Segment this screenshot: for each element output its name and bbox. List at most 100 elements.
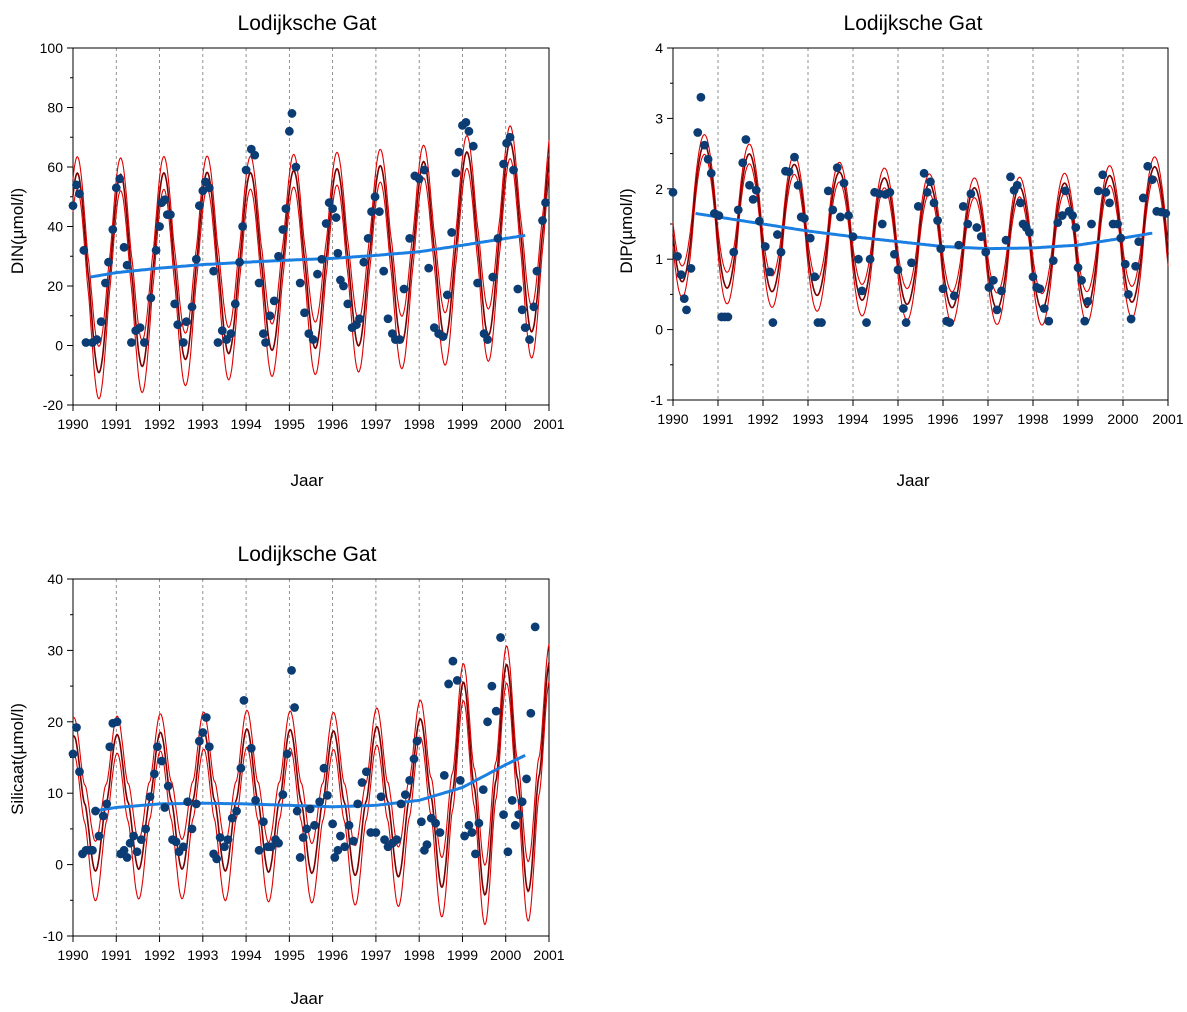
chart-panel-dip: Lodijksche Gat DIP(µmol/l) Jaar -1 0 1 2 3 4 1…: [617, 12, 1184, 490]
data-point: [499, 810, 508, 820]
data-point: [810, 272, 820, 282]
data-point: [187, 824, 197, 834]
data-point: [379, 266, 389, 276]
data-point: [963, 219, 973, 229]
x-tick-label: 1996: [317, 416, 348, 432]
data-point: [380, 835, 389, 845]
data-point: [733, 205, 743, 215]
data-point: [343, 299, 353, 309]
model-line: [672, 143, 1169, 311]
data-point: [424, 263, 434, 273]
data-point: [81, 338, 91, 347]
data-point: [132, 847, 142, 857]
data-point: [1006, 172, 1015, 182]
data-point: [98, 811, 108, 821]
data-point: [178, 338, 188, 347]
data-point: [353, 799, 363, 809]
y-tick-label: 1: [655, 251, 663, 267]
data-point: [464, 126, 474, 136]
data-point: [520, 323, 530, 333]
data-point: [331, 213, 341, 222]
data-point: [102, 799, 112, 809]
y-tick-label: -20: [43, 397, 63, 413]
data-point: [676, 270, 686, 280]
data-point: [1068, 211, 1077, 220]
data-point: [140, 338, 149, 347]
data-point: [183, 797, 193, 807]
data-point: [254, 845, 264, 855]
y-tick-label: -10: [43, 928, 63, 944]
x-tick-label: 1991: [702, 411, 733, 427]
data-point: [668, 187, 678, 197]
data-point: [265, 311, 275, 321]
data-point: [773, 230, 782, 239]
data-point: [136, 835, 146, 845]
x-tick-label: 2000: [1107, 411, 1138, 427]
y-tick-label: 60: [47, 159, 63, 175]
x-tick-label: 1992: [144, 416, 175, 432]
x-tick-label: 1992: [144, 947, 175, 963]
data-point: [828, 205, 838, 215]
data-point: [416, 817, 426, 827]
data-point: [226, 329, 236, 338]
data-point: [75, 189, 84, 199]
x-tick-label: 1995: [274, 416, 305, 432]
data-point: [235, 257, 245, 267]
data-point: [238, 222, 248, 231]
data-point: [141, 824, 151, 834]
data-point: [281, 204, 291, 214]
data-point: [1147, 175, 1157, 185]
data-point: [383, 314, 393, 324]
data-point: [1080, 316, 1090, 326]
data-point: [805, 233, 815, 243]
data-point: [1012, 180, 1022, 190]
data-point: [392, 835, 402, 845]
data-point: [936, 244, 946, 254]
data-point: [510, 820, 520, 830]
data-point: [496, 633, 505, 642]
data-point: [706, 168, 716, 178]
data-point: [992, 305, 1002, 315]
data-point: [800, 213, 809, 223]
data-point: [96, 317, 106, 327]
data-point: [371, 828, 381, 837]
y-tick-label: 40: [47, 571, 63, 587]
y-axis-label: DIP(µmol/l): [617, 188, 636, 273]
data-point: [323, 790, 332, 800]
y-tick-label: 4: [655, 40, 663, 56]
data-point: [223, 835, 233, 845]
data-point: [333, 845, 343, 855]
data-point: [127, 338, 136, 347]
data-point: [101, 278, 110, 288]
trend-line: [90, 233, 526, 279]
x-tick-label: 1995: [882, 411, 913, 427]
data-point: [997, 286, 1006, 296]
data-point: [412, 736, 422, 746]
data-point: [517, 797, 527, 807]
data-point: [817, 318, 826, 327]
data-point: [505, 132, 515, 142]
data-point: [295, 853, 305, 862]
data-point: [250, 150, 260, 160]
data-point: [278, 790, 288, 800]
data-point: [355, 314, 364, 324]
y-tick-label: 20: [47, 714, 63, 730]
data-point: [336, 831, 345, 841]
data-point: [419, 165, 429, 175]
data-point: [359, 257, 369, 267]
y-tick-label: 10: [47, 785, 63, 801]
data-point: [517, 305, 527, 315]
data-point: [278, 225, 288, 234]
data-point: [163, 781, 173, 791]
data-point: [274, 838, 283, 848]
data-point: [201, 713, 211, 722]
data-point: [227, 813, 237, 823]
data-point: [755, 216, 764, 226]
y-tick-label: -1: [651, 392, 664, 408]
chart-title: Lodijksche Gat: [238, 543, 377, 566]
x-tick-label: 1997: [360, 947, 391, 963]
data-point: [1083, 297, 1093, 306]
y-tick-label: 80: [47, 100, 63, 116]
band-lower-line: [672, 153, 1169, 326]
data-point: [1113, 219, 1122, 229]
